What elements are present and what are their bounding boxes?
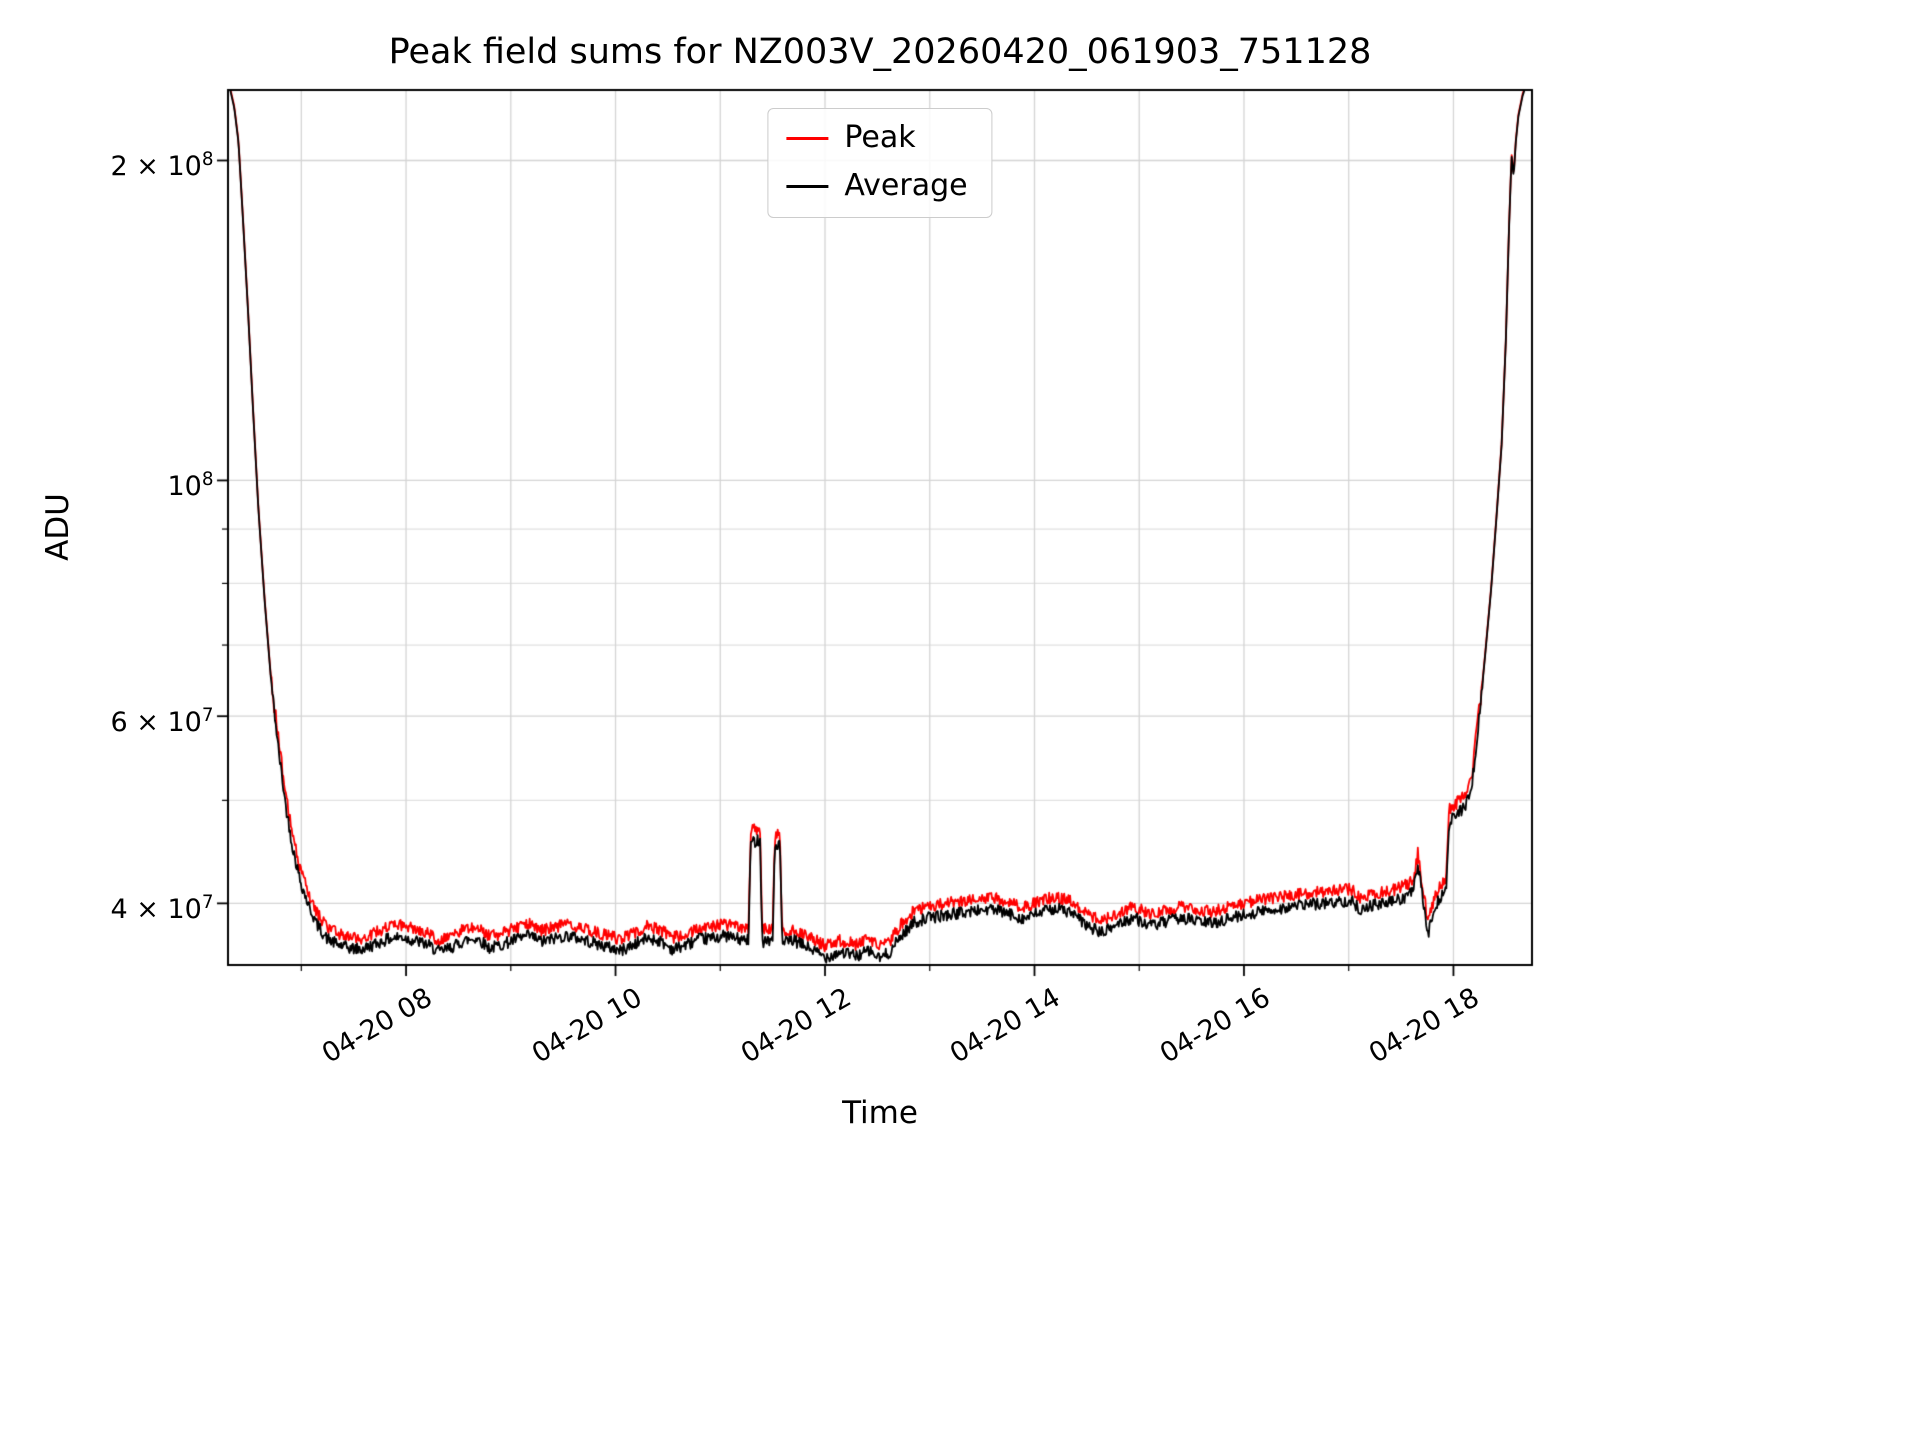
y-tick-label: 4 × 107: [110, 892, 214, 926]
legend-label-average: Average: [844, 168, 968, 203]
peak-line-sample: [786, 136, 829, 140]
y-tick-label: 108: [167, 469, 214, 503]
legend: Peak Average: [767, 108, 993, 218]
chart-title: Peak field sums for NZ003V_20260420_0619…: [388, 32, 1372, 72]
x-axis-label: Time: [842, 1095, 918, 1131]
y-tick-label: 6 × 107: [110, 705, 214, 739]
average-line-sample: [786, 184, 829, 188]
legend-item-average: Average: [786, 167, 968, 205]
legend-item-peak: Peak: [786, 119, 967, 157]
y-tick-label: 2 × 108: [110, 149, 214, 183]
legend-label-peak: Peak: [844, 120, 916, 155]
